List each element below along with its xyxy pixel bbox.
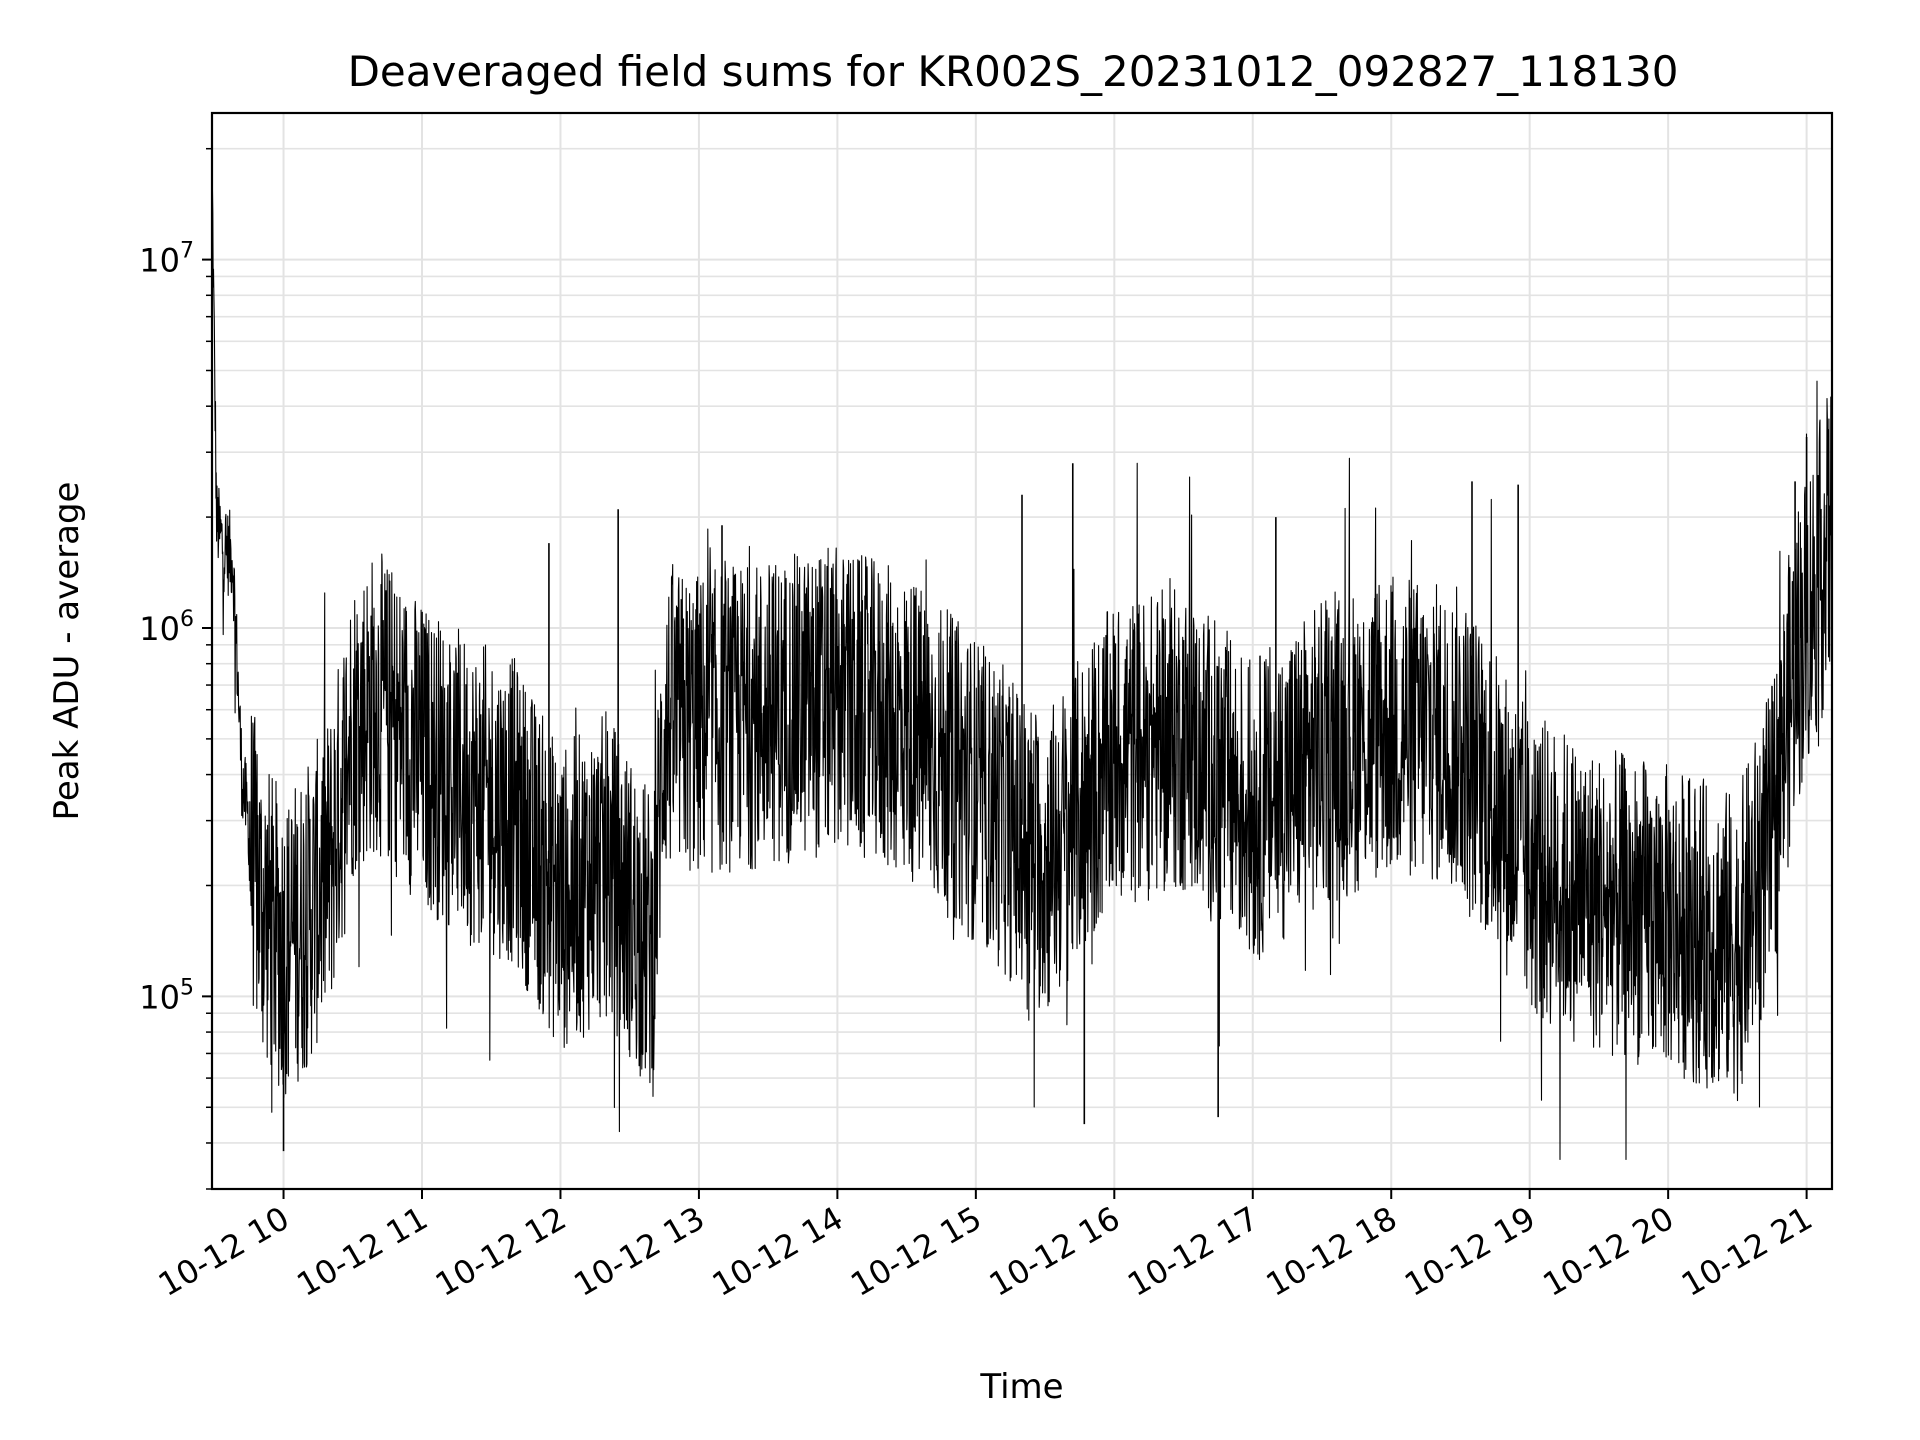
x-axis-label: Time bbox=[979, 1367, 1063, 1407]
signal-line bbox=[211, 156, 1833, 1161]
plot-frame bbox=[210, 111, 1834, 1191]
y-tick-label: 105 bbox=[139, 975, 194, 1016]
chart-title: Deaveraged field sums for KR002S_2023101… bbox=[348, 47, 1679, 96]
y-tick-label: 106 bbox=[139, 607, 194, 648]
y-tick-label: 107 bbox=[139, 239, 194, 280]
axis-ticks bbox=[202, 147, 1808, 1199]
series-line bbox=[211, 156, 1833, 1161]
y-tick-labels: 105 106 107 bbox=[139, 239, 194, 1017]
y-axis-label: Peak ADU - average bbox=[47, 482, 87, 821]
